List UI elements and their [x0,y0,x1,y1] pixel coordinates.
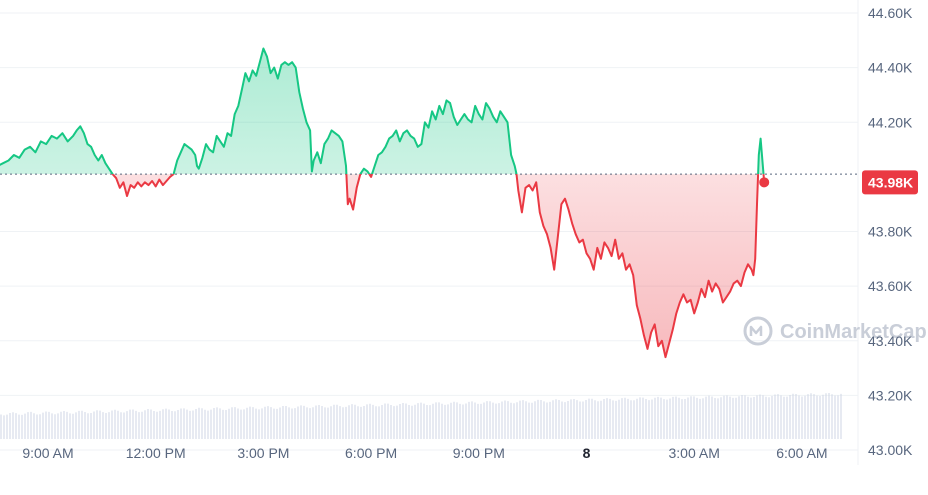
y-axis: 44.60K 44.40K 44.20K 43.80K 43.60K 43.40K 43.2… [868,5,913,458]
x-tick-label: 9:00 PM [453,445,505,461]
y-tick-label: 43.00K [868,442,913,458]
x-tick-label: 6:00 PM [345,445,397,461]
current-price-dot [759,177,770,188]
price-areas [0,48,765,358]
price-line-up [0,47,765,175]
price-line-down [111,174,766,359]
area-below-baseline [112,174,765,358]
y-tick-label: 44.40K [868,60,913,76]
price-lines [0,47,766,359]
x-tick-label: 9:00 AM [22,445,73,461]
y-tick-label: 44.20K [868,114,913,130]
y-tick-label: 43.80K [868,224,913,240]
x-tick-label: 12:00 PM [126,445,186,461]
x-tick-label: 3:00 AM [669,445,720,461]
current-price-label: 43.98K [868,174,913,190]
current-price-badge [862,170,918,195]
coinmarketcap-logo-icon [743,316,773,346]
x-axis: 9:00 AM 12:00 PM 3:00 PM 6:00 PM 9:00 PM 8 3:0… [22,445,827,461]
y-tick-label: 44.60K [868,5,913,21]
x-tick-label: 8 [583,445,591,461]
current-price-tag: 43.98K [862,170,918,195]
watermark: CoinMarketCap [743,316,927,346]
y-tick-label: 43.20K [868,387,913,403]
watermark-text: CoinMarketCap [780,321,927,343]
y-tick-label: 43.60K [868,278,913,294]
volume-bars [0,392,842,439]
y-tick-label: 43.40K [868,333,913,349]
area-above-baseline [0,48,765,175]
x-tick-label: 3:00 PM [237,445,289,461]
x-tick-label: 6:00 AM [776,445,827,461]
